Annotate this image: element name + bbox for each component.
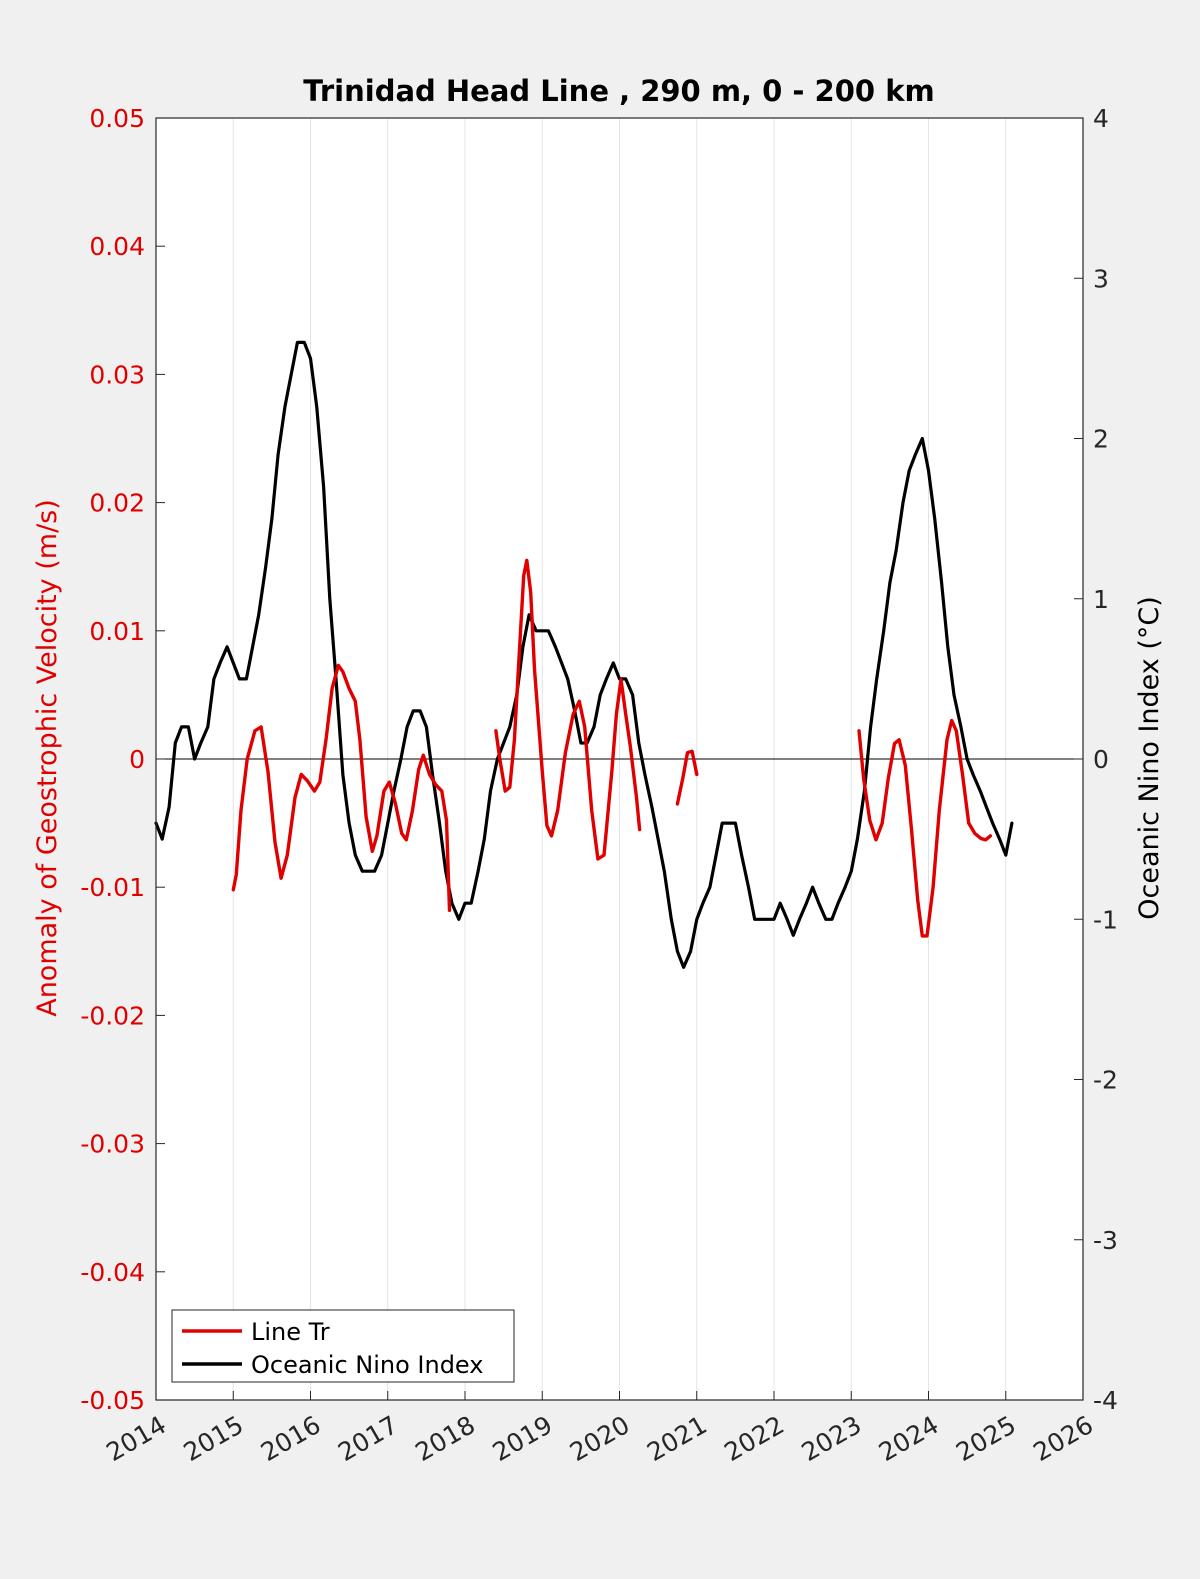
y-left-tick-label: 0.05: [89, 104, 145, 133]
y-left-tick-label: 0.03: [89, 360, 145, 389]
y-left-tick-label: 0.01: [89, 617, 145, 646]
y-right-tick-label: 0: [1093, 745, 1109, 774]
series-line-line-tr-segment: [494, 558, 642, 861]
y-left-tick-label: -0.03: [80, 1130, 145, 1159]
series-line-line-tr-segment: [675, 749, 699, 806]
series-layer: [154, 340, 1014, 969]
y-left-tick-label: -0.01: [80, 873, 145, 902]
y-right-tick-label: 2: [1093, 425, 1109, 454]
y-left-tick-label: -0.05: [80, 1386, 145, 1415]
y-left-tick-label: 0.04: [89, 232, 145, 261]
legend-box: [171, 1309, 515, 1383]
y-right-tick-label: -4: [1093, 1386, 1118, 1415]
y-left-tick-label: -0.02: [80, 1001, 145, 1030]
y-axis-left-label: Anomaly of Geostrophic Velocity (m/s): [32, 499, 63, 1017]
legend-label-oni: Oceanic Nino Index: [251, 1351, 483, 1379]
y-left-tick-label: 0.02: [89, 489, 145, 518]
series-line-oceanic-nino-index: [154, 340, 1014, 969]
y-axis-right-label: Oceanic Nino Index (°C): [1134, 596, 1165, 920]
y-right-tick-label: 3: [1093, 264, 1109, 293]
grid-lines: [156, 118, 1083, 1400]
legend: Line Tr Oceanic Nino Index: [171, 1309, 515, 1383]
series-line-line-tr-segment: [231, 663, 452, 912]
y-right-tick-label: 1: [1093, 585, 1109, 614]
y-left-tick-label: 0: [129, 745, 145, 774]
y-right-tick-label: -2: [1093, 1066, 1118, 1095]
legend-label-line-tr: Line Tr: [251, 1318, 330, 1346]
y-right-tick-label: -1: [1093, 905, 1118, 934]
y-left-tick-label: -0.04: [80, 1258, 145, 1287]
y-right-tick-label: 4: [1093, 104, 1109, 133]
chart-title: Trinidad Head Line , 290 m, 0 - 200 km: [303, 74, 934, 108]
series-line-line-tr-segment: [857, 718, 992, 938]
y-right-tick-label: -3: [1093, 1226, 1118, 1255]
